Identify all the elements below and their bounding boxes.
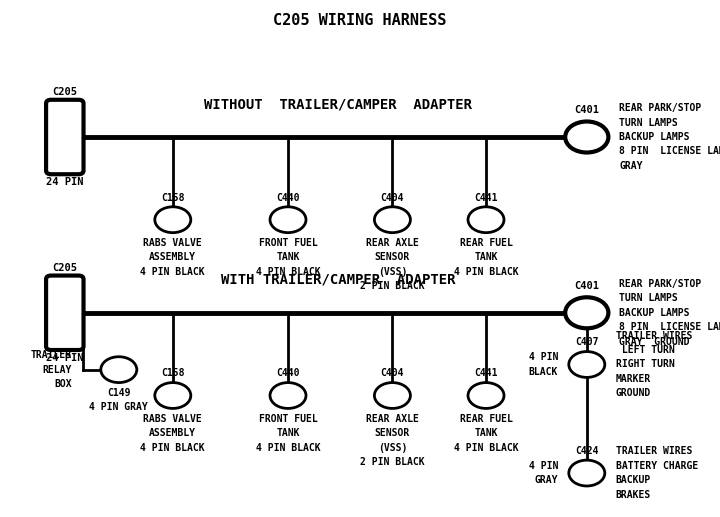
Text: TANK: TANK <box>474 252 498 262</box>
Text: RABS VALVE: RABS VALVE <box>143 238 202 248</box>
Text: BACKUP LAMPS: BACKUP LAMPS <box>619 308 690 318</box>
Text: WITHOUT  TRAILER/CAMPER  ADAPTER: WITHOUT TRAILER/CAMPER ADAPTER <box>204 97 472 111</box>
Text: 24 PIN: 24 PIN <box>46 353 84 362</box>
Circle shape <box>569 460 605 486</box>
Text: REAR PARK/STOP: REAR PARK/STOP <box>619 279 701 289</box>
Text: 24 PIN: 24 PIN <box>46 177 84 187</box>
Text: C441: C441 <box>474 369 498 378</box>
Text: TRAILER WIRES: TRAILER WIRES <box>616 446 692 457</box>
Text: LEFT TURN: LEFT TURN <box>616 345 675 355</box>
Text: FRONT FUEL: FRONT FUEL <box>258 238 318 248</box>
Text: C149: C149 <box>107 388 130 398</box>
Text: 4 PIN BLACK: 4 PIN BLACK <box>256 443 320 452</box>
Text: C205: C205 <box>53 87 77 97</box>
Circle shape <box>374 383 410 408</box>
Text: 4 PIN BLACK: 4 PIN BLACK <box>454 443 518 452</box>
Text: 2 PIN BLACK: 2 PIN BLACK <box>360 281 425 291</box>
Text: C424: C424 <box>575 446 598 456</box>
FancyBboxPatch shape <box>46 276 84 350</box>
Text: 4 PIN BLACK: 4 PIN BLACK <box>140 267 205 277</box>
Text: GRAY  GROUND: GRAY GROUND <box>619 337 690 347</box>
Text: C158: C158 <box>161 193 184 203</box>
Text: C407: C407 <box>575 338 598 347</box>
Text: (VSS): (VSS) <box>378 443 407 452</box>
Text: 4 PIN: 4 PIN <box>528 461 558 471</box>
Text: C404: C404 <box>381 193 404 203</box>
Text: (VSS): (VSS) <box>378 267 407 277</box>
Text: REAR PARK/STOP: REAR PARK/STOP <box>619 103 701 113</box>
Text: C205 WIRING HARNESS: C205 WIRING HARNESS <box>274 13 446 28</box>
Text: C404: C404 <box>381 369 404 378</box>
Text: REAR AXLE: REAR AXLE <box>366 238 419 248</box>
Text: RELAY: RELAY <box>42 364 72 375</box>
Text: TURN LAMPS: TURN LAMPS <box>619 117 678 128</box>
Text: RABS VALVE: RABS VALVE <box>143 414 202 423</box>
Text: RIGHT TURN: RIGHT TURN <box>616 359 675 370</box>
Text: GROUND: GROUND <box>616 388 651 399</box>
Text: REAR AXLE: REAR AXLE <box>366 414 419 423</box>
Text: MARKER: MARKER <box>616 374 651 384</box>
Text: C441: C441 <box>474 193 498 203</box>
Text: WITH TRAILER/CAMPER  ADAPTER: WITH TRAILER/CAMPER ADAPTER <box>221 273 456 287</box>
Text: 4 PIN: 4 PIN <box>528 352 558 362</box>
Text: GRAY: GRAY <box>534 475 558 485</box>
Text: ASSEMBLY: ASSEMBLY <box>149 252 197 262</box>
Text: C401: C401 <box>575 281 599 291</box>
Text: BACKUP LAMPS: BACKUP LAMPS <box>619 132 690 142</box>
Circle shape <box>565 121 608 153</box>
Text: C440: C440 <box>276 193 300 203</box>
Text: BLACK: BLACK <box>528 367 558 377</box>
Text: SENSOR: SENSOR <box>375 252 410 262</box>
Circle shape <box>155 383 191 408</box>
Circle shape <box>155 207 191 233</box>
Text: BOX: BOX <box>55 379 72 389</box>
Text: 8 PIN  LICENSE LAMPS: 8 PIN LICENSE LAMPS <box>619 322 720 332</box>
Circle shape <box>468 383 504 408</box>
Text: TANK: TANK <box>276 252 300 262</box>
Text: C440: C440 <box>276 369 300 378</box>
Text: REAR FUEL: REAR FUEL <box>459 414 513 423</box>
Text: SENSOR: SENSOR <box>375 428 410 438</box>
Circle shape <box>101 357 137 383</box>
Text: 4 PIN BLACK: 4 PIN BLACK <box>256 267 320 277</box>
Circle shape <box>374 207 410 233</box>
Circle shape <box>270 383 306 408</box>
Text: TANK: TANK <box>276 428 300 438</box>
Text: 4 PIN BLACK: 4 PIN BLACK <box>140 443 205 452</box>
Text: REAR FUEL: REAR FUEL <box>459 238 513 248</box>
Text: C401: C401 <box>575 105 599 115</box>
Circle shape <box>270 207 306 233</box>
Circle shape <box>468 207 504 233</box>
Text: BACKUP: BACKUP <box>616 475 651 485</box>
Text: BATTERY CHARGE: BATTERY CHARGE <box>616 461 698 471</box>
Text: BRAKES: BRAKES <box>616 490 651 500</box>
Text: TURN LAMPS: TURN LAMPS <box>619 293 678 303</box>
Circle shape <box>569 352 605 377</box>
Text: 8 PIN  LICENSE LAMPS: 8 PIN LICENSE LAMPS <box>619 146 720 157</box>
Text: TRAILER: TRAILER <box>31 350 72 360</box>
FancyBboxPatch shape <box>46 100 84 174</box>
Circle shape <box>565 297 608 328</box>
Text: 4 PIN GRAY: 4 PIN GRAY <box>89 402 148 412</box>
Text: GRAY: GRAY <box>619 161 643 171</box>
Text: ASSEMBLY: ASSEMBLY <box>149 428 197 438</box>
Text: 4 PIN BLACK: 4 PIN BLACK <box>454 267 518 277</box>
Text: TANK: TANK <box>474 428 498 438</box>
Text: TRAILER WIRES: TRAILER WIRES <box>616 330 692 341</box>
Text: C205: C205 <box>53 263 77 273</box>
Text: C158: C158 <box>161 369 184 378</box>
Text: FRONT FUEL: FRONT FUEL <box>258 414 318 423</box>
Text: 2 PIN BLACK: 2 PIN BLACK <box>360 457 425 467</box>
